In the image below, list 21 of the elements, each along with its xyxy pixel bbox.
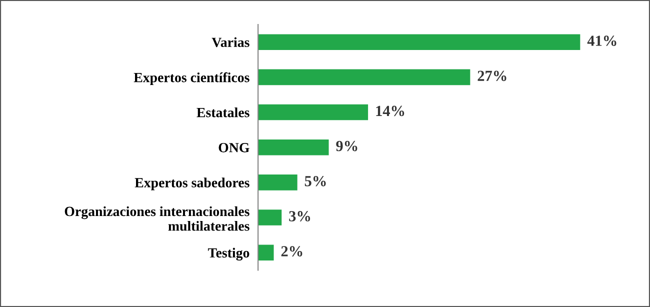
data-label: 14% <box>376 106 404 116</box>
y-tick-label: Testigo <box>208 248 250 260</box>
bar <box>258 210 282 226</box>
y-tick-label: ONG <box>218 142 250 152</box>
bar <box>258 244 274 261</box>
y-tick-label: Organizaciones internacionales multilaterales <box>64 206 250 231</box>
bar <box>258 34 580 50</box>
y-tick-label: Expertos sabedores <box>134 178 250 190</box>
bar <box>258 139 329 156</box>
bar <box>258 174 298 190</box>
data-label: 27% <box>478 70 506 82</box>
bar <box>258 104 368 120</box>
data-label: 5% <box>304 176 326 186</box>
data-label: 41% <box>587 36 616 46</box>
y-tick-label: Expertos científicos <box>134 72 250 86</box>
bar <box>258 69 470 86</box>
y-tick-label: Estatales <box>196 107 250 118</box>
y-tick-label: Varias <box>212 37 250 48</box>
data-label: 2% <box>281 246 302 256</box>
data-label: 3% <box>289 211 310 222</box>
data-label: 9% <box>336 140 358 152</box>
